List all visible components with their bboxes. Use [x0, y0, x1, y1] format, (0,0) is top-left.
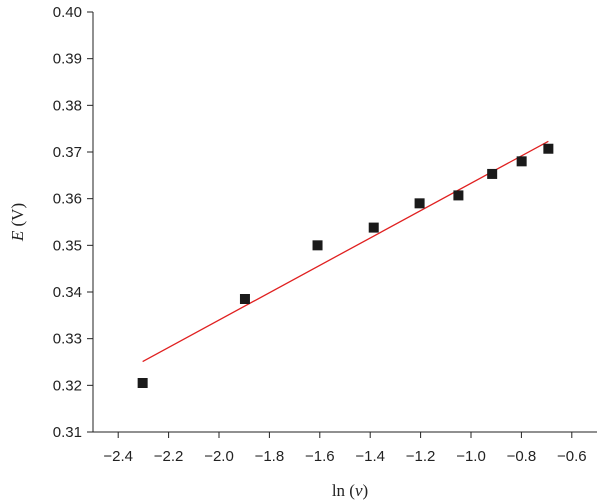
y-tick-label: 0.32	[53, 377, 82, 394]
x-tick-label: −2.2	[154, 448, 184, 465]
fit-line-group	[142, 140, 549, 363]
y-tick-label: 0.39	[53, 51, 82, 68]
x-tick-label: −0.6	[557, 448, 587, 465]
y-tick-label: 0.33	[53, 331, 82, 348]
x-axis-title-suffix: )	[363, 481, 369, 500]
x-tick-label: −1.0	[456, 448, 486, 465]
data-point	[137, 378, 148, 388]
fit-line	[142, 140, 549, 363]
y-tick-label: 0.38	[53, 97, 82, 114]
x-tick-label: −2.4	[103, 448, 133, 465]
x-axis-title-prefix: ln (	[332, 481, 355, 500]
x-axis-title-variable: v	[355, 481, 363, 500]
data-point	[543, 143, 554, 154]
x-tick-label: −1.6	[305, 448, 335, 465]
y-axis-title-variable: E	[8, 230, 27, 242]
y-tick-label: 0.36	[53, 191, 82, 208]
x-tick-label: −1.8	[255, 448, 285, 465]
data-point	[453, 190, 464, 201]
data-point	[368, 222, 379, 233]
y-axis-title: E (V)	[8, 203, 27, 242]
y-ticks: 0.31 0.32 0.33 0.34 0.35 0.36 0.37 0.38 0.39 0.40	[53, 4, 93, 441]
y-tick-label: 0.31	[53, 424, 82, 441]
data-points	[137, 143, 554, 388]
data-point	[312, 240, 323, 251]
plot-area: −2.4 −2.2 −2.0 −1.8 −1.6 −1.4 −1.2 −1.0 −0.8 −0.6…	[53, 4, 597, 465]
x-tick-label: −0.8	[507, 448, 537, 465]
y-tick-label: 0.40	[53, 4, 82, 21]
y-tick-label: 0.37	[53, 144, 82, 161]
y-tick-label: 0.35	[53, 237, 82, 254]
data-point	[239, 294, 250, 304]
data-point	[414, 198, 425, 209]
x-tick-label: −1.4	[355, 448, 385, 465]
y-tick-label: 0.34	[53, 284, 82, 301]
x-tick-label: −2.0	[204, 448, 234, 465]
y-axis-title-suffix: (V)	[8, 203, 27, 231]
x-axis-title: ln (v)	[332, 481, 368, 500]
data-point	[487, 168, 498, 179]
x-ticks: −2.4 −2.2 −2.0 −1.8 −1.6 −1.4 −1.2 −1.0 −0.8 −0.6	[103, 432, 587, 465]
data-point	[516, 156, 527, 167]
x-tick-label: −1.2	[406, 448, 436, 465]
